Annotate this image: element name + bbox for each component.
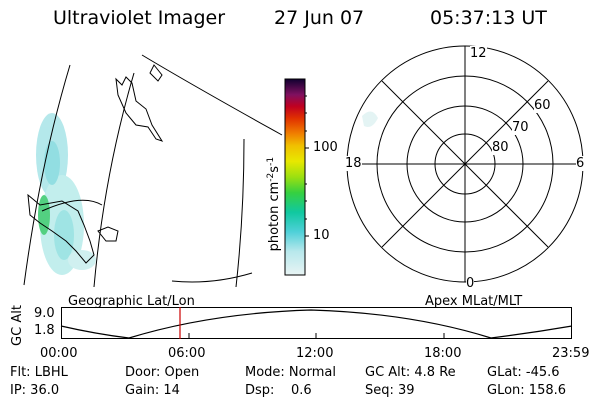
colorbar	[284, 78, 309, 276]
colorbar-unit-label: photon cm-2s-1	[266, 144, 282, 264]
colorbar-tick-10: 10	[313, 228, 330, 243]
dsp-status: Dsp: 0.6	[245, 383, 312, 398]
alt-axis-top: 9.0	[34, 306, 55, 321]
ip-status: IP: 36.0	[10, 383, 60, 398]
colorbar-tick-100: 100	[313, 140, 338, 155]
time-label: 05:37:13 UT	[430, 7, 547, 29]
door-status: Door: Open	[125, 365, 200, 380]
unit-sup-2: -1	[265, 156, 276, 166]
mode-status: Mode: Normal	[245, 365, 336, 380]
time-tick-4: 23:59	[552, 346, 590, 361]
apex-label: Apex MLat/MLT	[425, 294, 523, 309]
time-tick-2: 12:00	[296, 346, 334, 361]
date-label: 27 Jun 07	[274, 7, 365, 29]
polar-plot	[346, 45, 584, 283]
alt-axis-label: GC Alt	[9, 305, 25, 346]
gain-status: Gain: 14	[125, 383, 180, 398]
unit-base: photon cm	[267, 181, 283, 252]
time-tick-1: 06:00	[168, 346, 206, 361]
mlat-label-60: 60	[534, 98, 551, 113]
alt-axis-bottom: 1.8	[34, 323, 55, 338]
mlt-label-0: 0	[466, 276, 475, 291]
geographic-label: Geographic Lat/Lon	[68, 294, 195, 309]
filter-status: Flt: LBHL	[10, 365, 68, 380]
glat-status: GLat: -45.6	[487, 365, 560, 380]
unit-mid: s	[267, 165, 283, 173]
altitude-curve	[60, 309, 573, 339]
altitude-strip	[60, 307, 573, 339]
geographic-map	[23, 54, 283, 288]
unit-sup-1: -2	[265, 172, 276, 182]
glon-status: GLon: 158.6	[487, 383, 567, 398]
gc-alt-status: GC Alt: 4.8 Re	[365, 365, 456, 380]
mlt-label-6: 6	[576, 156, 585, 171]
time-tick-3: 18:00	[424, 346, 462, 361]
instrument-title: Ultraviolet Imager	[53, 7, 226, 29]
mlat-label-70: 70	[512, 120, 529, 135]
time-tick-0: 00:00	[40, 346, 78, 361]
aurora-emission	[36, 113, 96, 275]
mlt-label-12: 12	[470, 46, 487, 61]
mlt-label-18: 18	[345, 156, 362, 171]
mlat-label-80: 80	[492, 140, 509, 155]
seq-status: Seq: 39	[365, 383, 415, 398]
